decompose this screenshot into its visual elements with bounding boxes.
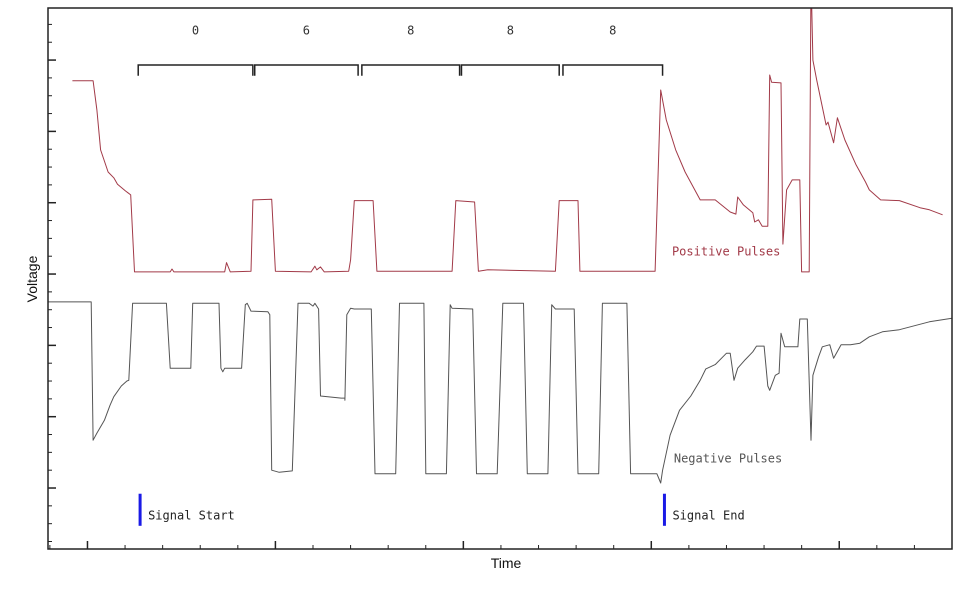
negative-pulses-label: Negative Pulses bbox=[674, 451, 782, 465]
digit-bracket bbox=[460, 64, 560, 76]
digit-bracket bbox=[361, 64, 461, 76]
plot-frame bbox=[47, 7, 953, 550]
digit-label: 8 bbox=[609, 23, 616, 37]
digit-label: 8 bbox=[507, 23, 514, 37]
axis-ticks bbox=[48, 23, 915, 549]
digit-label: 6 bbox=[303, 23, 310, 37]
annotations: Positive Pulses Negative Pulses 0 6 8 8 8 Signa… bbox=[137, 23, 782, 526]
positive-pulses-trace bbox=[72, 8, 943, 273]
x-axis-label: Time bbox=[491, 555, 522, 571]
traces bbox=[48, 8, 952, 484]
digit-bracket bbox=[137, 64, 254, 76]
y-axis-label: Voltage bbox=[24, 255, 40, 302]
negative-pulses-trace bbox=[48, 301, 952, 484]
digit-label: 8 bbox=[407, 23, 414, 37]
signal-start-label: Signal Start bbox=[148, 508, 235, 522]
signal-end-label: Signal End bbox=[672, 508, 744, 522]
digit-bracket bbox=[562, 64, 664, 76]
positive-pulses-label: Positive Pulses bbox=[672, 244, 780, 258]
digit-label: 0 bbox=[192, 23, 199, 37]
digit-bracket bbox=[253, 64, 359, 76]
